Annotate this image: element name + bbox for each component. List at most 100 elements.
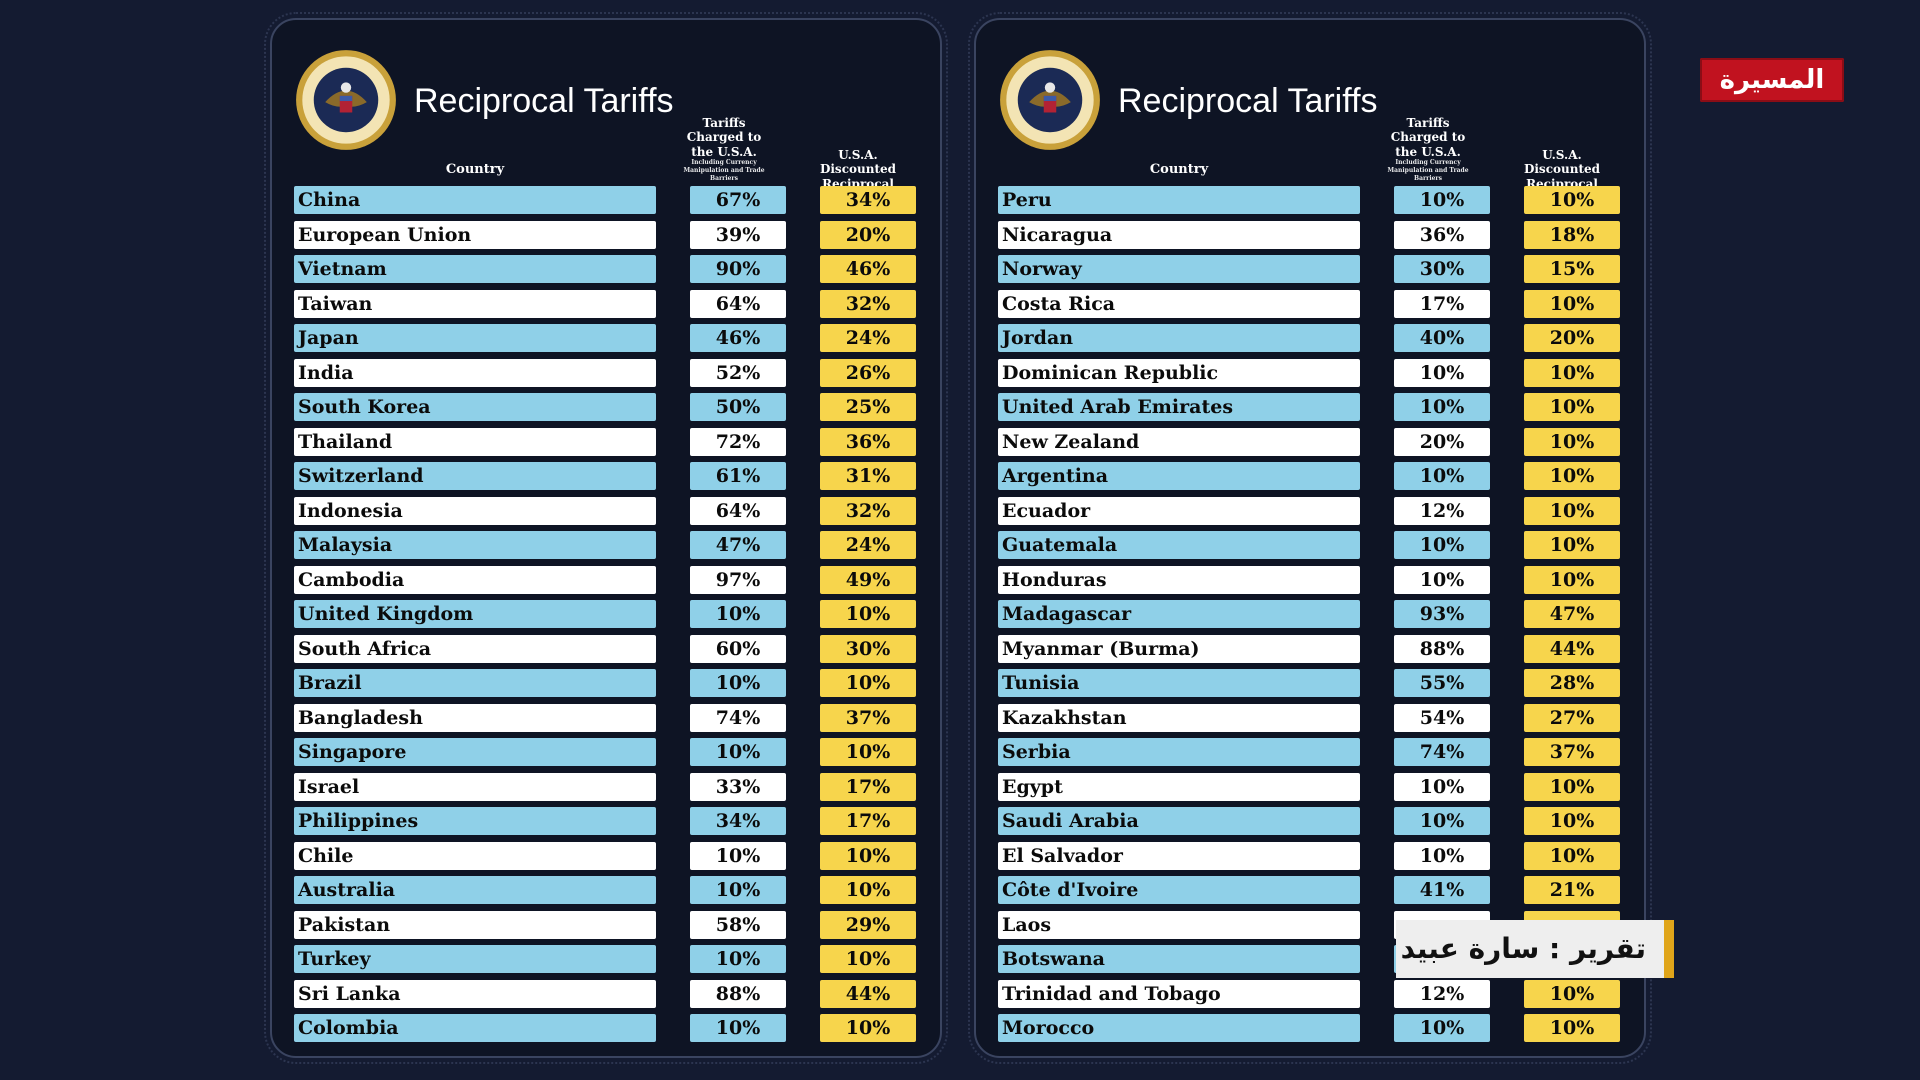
table-row: Saudi Arabia 10% 10% bbox=[998, 807, 1628, 842]
table-row: Peru 10% 10% bbox=[998, 186, 1628, 221]
tariff-charged-cell: 10% bbox=[690, 669, 786, 697]
table-row: United Arab Emirates 10% 10% bbox=[998, 393, 1628, 428]
discounted-tariff-cell: 24% bbox=[820, 531, 916, 559]
tariff-charged-cell: 41% bbox=[1394, 876, 1490, 904]
country-cell: Brazil bbox=[294, 669, 656, 697]
tariff-rows: China 67% 34% European Union 39% 20% Vietnam 90… bbox=[294, 186, 924, 1049]
country-cell: Nicaragua bbox=[998, 220, 1360, 249]
presidential-seal-icon bbox=[296, 50, 396, 150]
tariff-charged-cell: 10% bbox=[1394, 565, 1490, 594]
country-cell: Egypt bbox=[998, 772, 1360, 801]
country-cell: Argentina bbox=[998, 462, 1360, 490]
header-tariffs-charged-label: Tariffs Charged to the U.S.A. bbox=[1390, 116, 1466, 159]
discounted-tariff-cell: 10% bbox=[820, 841, 916, 870]
table-row: Cambodia 97% 49% bbox=[294, 565, 924, 601]
country-cell: Vietnam bbox=[294, 255, 656, 283]
country-cell: China bbox=[294, 186, 656, 214]
country-cell: Saudi Arabia bbox=[998, 807, 1360, 835]
discounted-tariff-cell: 10% bbox=[820, 738, 916, 766]
tariff-charged-cell: 46% bbox=[690, 324, 786, 352]
tariff-charged-cell: 90% bbox=[690, 255, 786, 283]
header-country: Country bbox=[445, 162, 505, 177]
table-row: Trinidad and Tobago 12% 10% bbox=[998, 979, 1628, 1015]
discounted-tariff-cell: 10% bbox=[1524, 496, 1620, 525]
discounted-tariff-cell: 34% bbox=[820, 186, 916, 214]
header-tariffs-charged-sub: Including Currency Manipulation and Trad… bbox=[1387, 159, 1469, 182]
tariff-charged-cell: 10% bbox=[1394, 841, 1490, 870]
discounted-tariff-cell: 10% bbox=[1524, 772, 1620, 801]
tariff-charged-cell: 10% bbox=[690, 1014, 786, 1042]
tariff-charged-cell: 17% bbox=[1394, 289, 1490, 318]
country-cell: Malaysia bbox=[294, 531, 656, 559]
discounted-tariff-cell: 10% bbox=[1524, 462, 1620, 490]
country-cell: Chile bbox=[294, 841, 656, 870]
country-cell: Australia bbox=[294, 876, 656, 904]
country-cell: Colombia bbox=[294, 1014, 656, 1042]
table-row: Indonesia 64% 32% bbox=[294, 496, 924, 532]
table-row: Australia 10% 10% bbox=[294, 876, 924, 911]
panel-title: Reciprocal Tariffs bbox=[1118, 82, 1378, 120]
table-row: Vietnam 90% 46% bbox=[294, 255, 924, 290]
tariff-charged-cell: 61% bbox=[690, 462, 786, 490]
country-cell: South Korea bbox=[294, 393, 656, 421]
discounted-tariff-cell: 10% bbox=[820, 669, 916, 697]
header-tariffs-charged: Tariffs Charged to the U.S.A. Including … bbox=[676, 116, 772, 183]
table-row: Madagascar 93% 47% bbox=[998, 600, 1628, 635]
discounted-tariff-cell: 10% bbox=[1524, 841, 1620, 870]
table-row: India 52% 26% bbox=[294, 358, 924, 394]
discounted-tariff-cell: 10% bbox=[820, 1014, 916, 1042]
header-tariffs-charged-label: Tariffs Charged to the U.S.A. bbox=[686, 116, 762, 159]
country-cell: Peru bbox=[998, 186, 1360, 214]
table-row: Myanmar (Burma) 88% 44% bbox=[998, 634, 1628, 670]
table-row: Tunisia 55% 28% bbox=[998, 669, 1628, 704]
channel-logo: المسيرة bbox=[1700, 58, 1844, 102]
discounted-tariff-cell: 24% bbox=[820, 324, 916, 352]
country-cell: Botswana bbox=[998, 945, 1360, 973]
header-country: Country bbox=[1149, 162, 1209, 177]
table-row: Norway 30% 15% bbox=[998, 255, 1628, 290]
discounted-tariff-cell: 37% bbox=[820, 703, 916, 732]
discounted-tariff-cell: 10% bbox=[820, 600, 916, 628]
country-cell: Côte d'Ivoire bbox=[998, 876, 1360, 904]
country-cell: Honduras bbox=[998, 565, 1360, 594]
tariff-charged-cell: 40% bbox=[1394, 324, 1490, 352]
presidential-seal-icon bbox=[1000, 50, 1100, 150]
table-row: Pakistan 58% 29% bbox=[294, 910, 924, 946]
country-cell: Madagascar bbox=[998, 600, 1360, 628]
discounted-tariff-cell: 17% bbox=[820, 772, 916, 801]
country-cell: Thailand bbox=[294, 427, 656, 456]
discounted-tariff-cell: 46% bbox=[820, 255, 916, 283]
tariff-charged-cell: 74% bbox=[1394, 738, 1490, 766]
tariff-charged-cell: 10% bbox=[1394, 772, 1490, 801]
table-row: Nicaragua 36% 18% bbox=[998, 220, 1628, 256]
country-cell: Laos bbox=[998, 910, 1360, 939]
tariff-charged-cell: 55% bbox=[1394, 669, 1490, 697]
country-cell: Philippines bbox=[294, 807, 656, 835]
country-cell: Israel bbox=[294, 772, 656, 801]
tariff-charged-cell: 10% bbox=[690, 841, 786, 870]
tariff-charged-cell: 36% bbox=[1394, 220, 1490, 249]
tariff-charged-cell: 39% bbox=[690, 220, 786, 249]
table-row: Bangladesh 74% 37% bbox=[294, 703, 924, 739]
tariff-charged-cell: 10% bbox=[1394, 807, 1490, 835]
header-tariffs-charged-sub: Including Currency Manipulation and Trad… bbox=[683, 159, 765, 182]
tariff-charged-cell: 58% bbox=[690, 910, 786, 939]
table-row: Guatemala 10% 10% bbox=[998, 531, 1628, 566]
country-cell: United Arab Emirates bbox=[998, 393, 1360, 421]
tariff-charged-cell: 88% bbox=[1394, 634, 1490, 663]
tariff-charged-cell: 67% bbox=[690, 186, 786, 214]
discounted-tariff-cell: 32% bbox=[820, 289, 916, 318]
table-row: Japan 46% 24% bbox=[294, 324, 924, 359]
tariff-charged-cell: 10% bbox=[690, 600, 786, 628]
country-cell: Japan bbox=[294, 324, 656, 352]
country-cell: Cambodia bbox=[294, 565, 656, 594]
table-row: Chile 10% 10% bbox=[294, 841, 924, 877]
table-row: Taiwan 64% 32% bbox=[294, 289, 924, 325]
discounted-tariff-cell: 15% bbox=[1524, 255, 1620, 283]
tariff-charged-cell: 10% bbox=[1394, 358, 1490, 387]
table-row: Jordan 40% 20% bbox=[998, 324, 1628, 359]
panel-title: Reciprocal Tariffs bbox=[414, 82, 674, 120]
header-tariffs-charged: Tariffs Charged to the U.S.A. Including … bbox=[1380, 116, 1476, 183]
country-cell: Costa Rica bbox=[998, 289, 1360, 318]
discounted-tariff-cell: 10% bbox=[1524, 565, 1620, 594]
